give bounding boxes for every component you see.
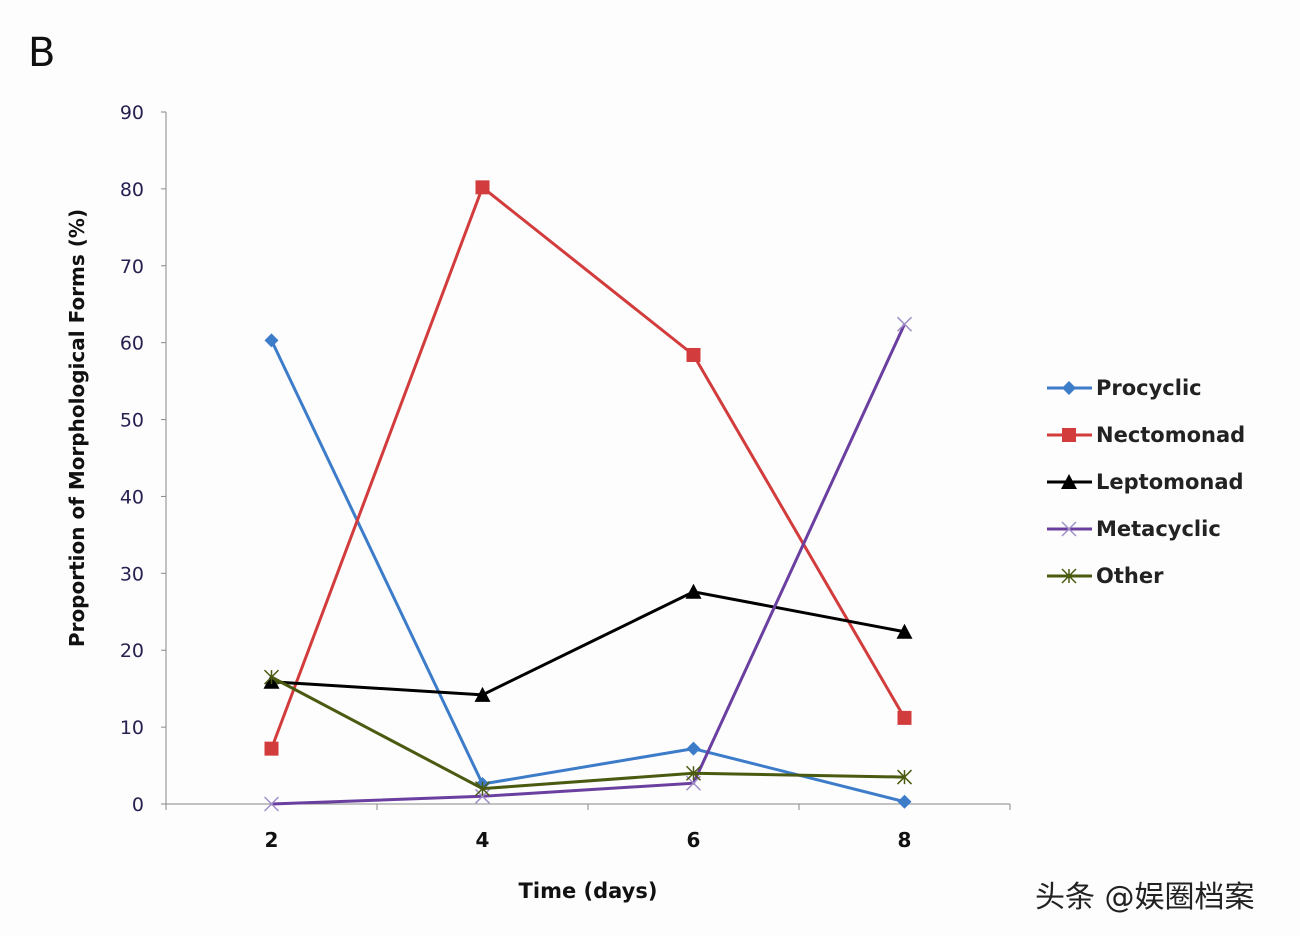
watermark: 头条 @娱圈档案 [1035,880,1255,915]
data-point-other [263,669,280,685]
legend-item-procyclic: Procyclic [1047,376,1202,400]
y-tick-label: 80 [120,179,144,201]
data-point-other [685,765,702,781]
legend-marker [1062,381,1076,395]
data-point-nectomonad [264,741,279,756]
legend-marker [1061,474,1077,489]
x-tick-label: 4 [476,828,490,852]
series-line-procyclic [270,339,905,804]
data-point-procyclic [264,333,279,348]
series-leptomonad [263,583,913,702]
x-axis-label: Time (days) [519,879,658,903]
legend-label: Leptomonad [1096,470,1244,494]
legend-item-nectomonad: Nectomonad [1047,423,1245,447]
legend-label: Procyclic [1096,376,1202,400]
y-tick-label: 0 [132,794,144,816]
y-tick-label: 60 [120,333,144,355]
y-tick-label: 30 [120,563,144,585]
legend-marker [1061,568,1077,584]
series-line-nectomonad [270,184,906,750]
series-line-other [270,675,905,791]
series-nectomonad [264,180,912,756]
data-point-procyclic [686,741,701,756]
y-tick-label: 20 [120,640,144,662]
legend-item-other: Other [1047,564,1164,588]
data-point-nectomonad [475,180,490,195]
x-tick-label: 8 [898,828,912,852]
y-tick-label: 10 [120,717,144,739]
data-point-nectomonad [897,710,912,725]
x-tick-label: 2 [265,828,279,852]
data-point-other [896,769,913,785]
legend-marker [1062,428,1076,442]
series-line-leptomonad [271,590,905,697]
data-point-nectomonad [686,347,701,362]
data-point-leptomonad [685,583,702,599]
y-axis-label: Proportion of Morphological Forms (%) [65,209,89,647]
legend-item-metacyclic: Metacyclic [1047,517,1221,541]
y-tick-label: 50 [120,410,144,432]
panel-label: B [28,30,56,76]
series-other [263,669,913,797]
data-point-metacyclic [896,316,913,332]
x-tick-label: 6 [687,828,701,852]
series-procyclic [264,333,912,809]
y-tick-label: 90 [120,102,144,124]
data-point-procyclic [897,794,912,809]
legend-label: Nectomonad [1096,423,1245,447]
legend-label: Metacyclic [1096,517,1221,541]
data-point-leptomonad [896,623,913,639]
data-point-leptomonad [474,686,491,702]
data-point-metacyclic [474,788,491,804]
legend-item-leptomonad: Leptomonad [1047,470,1244,494]
legend-marker [1061,521,1077,537]
y-tick-label: 40 [120,486,144,508]
data-point-other [474,781,491,797]
legend-label: Other [1096,564,1164,588]
y-tick-label: 70 [120,256,144,278]
data-point-metacyclic [263,796,280,812]
series-metacyclic [263,316,913,812]
series-line-metacyclic [271,323,906,806]
